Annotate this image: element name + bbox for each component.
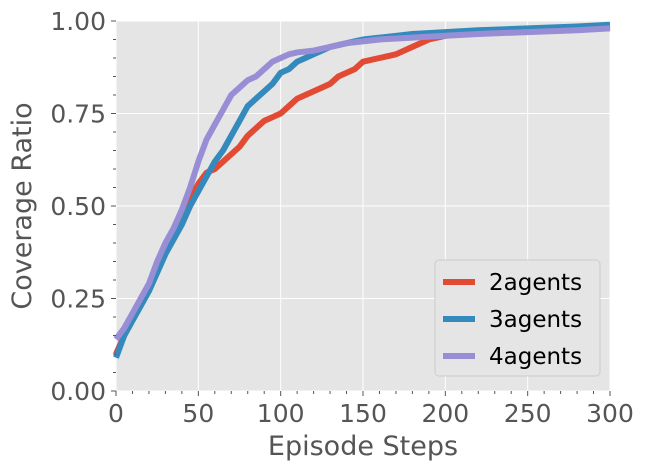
x-tick-label: 100 — [257, 399, 305, 428]
x-tick-label: 0 — [108, 399, 124, 428]
series-lines — [113, 21, 611, 359]
y-tick-label: 0.25 — [50, 285, 106, 314]
tick-marks — [111, 20, 611, 396]
series-line-4agents — [113, 25, 611, 341]
y-tick-label: 0.75 — [50, 100, 106, 129]
y-tick-label: 1.00 — [50, 7, 106, 36]
legend: 2agents 3agents 4agents — [434, 259, 601, 377]
x-tick-label: 300 — [586, 399, 634, 428]
x-tick-label: 50 — [182, 399, 214, 428]
legend-box — [434, 259, 601, 377]
x-tick-label: 250 — [504, 399, 552, 428]
legend-label-2agents: 2agents — [489, 270, 582, 296]
x-tick-labels: 0 50 100 150 200 250 300 — [108, 399, 634, 428]
y-tick-labels: 0.00 0.25 0.50 0.75 1.00 — [50, 7, 106, 406]
x-axis-title: Episode Steps — [268, 431, 458, 462]
y-axis-title: Coverage Ratio — [7, 102, 38, 309]
x-tick-label: 200 — [421, 399, 469, 428]
y-tick-label: 0.00 — [50, 377, 106, 406]
legend-label-3agents: 3agents — [489, 307, 582, 333]
x-tick-label: 150 — [339, 399, 387, 428]
y-tick-label: 0.50 — [50, 192, 106, 221]
legend-label-4agents: 4agents — [489, 344, 582, 370]
